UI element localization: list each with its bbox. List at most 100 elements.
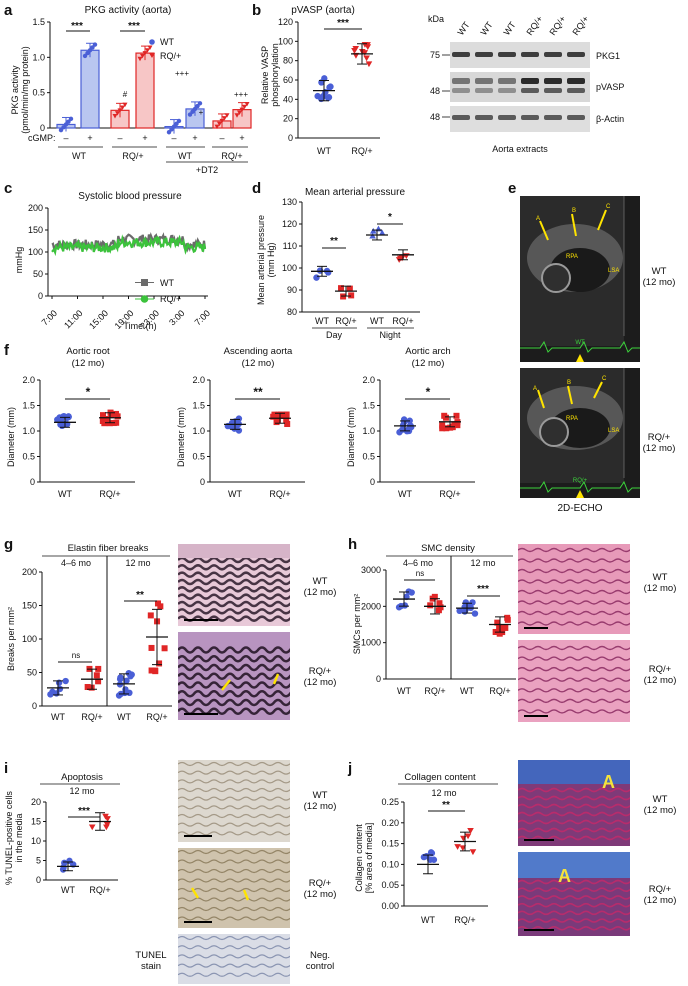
chart-h-title: SMC density — [421, 543, 475, 554]
blot-row-pvasp: pVASP — [596, 82, 624, 92]
a-point — [166, 130, 172, 135]
hist-i-rq-fiber — [178, 849, 290, 855]
chart-d-ylabel-1: Mean arterial pressure — [256, 215, 266, 305]
histology-i-wt — [178, 760, 290, 842]
f0-ytick-label-3: 1.5 — [22, 401, 35, 411]
chart-f-ascending-aorta: Ascending aorta (12 mo) Diameter (mm) 0 0… — [176, 346, 305, 499]
c-xtick-label-1: 11:00 — [62, 308, 85, 331]
chart-g-age-2: 12 mo — [125, 558, 150, 568]
chart-g-title: Elastin fiber breaks — [68, 543, 149, 554]
chart-a-group-wt-dt2: WT — [178, 151, 192, 161]
chart-i: Apoptosis 12 mo % TUNEL-positive cells i… — [4, 772, 120, 895]
g-ytick-label-2: 100 — [22, 634, 37, 644]
chart-h-sig-ns: ns — [416, 569, 424, 578]
hist-i-rq-arrow-2 — [242, 889, 250, 901]
c-xtick-label-0: 7:00 — [40, 308, 59, 327]
c-ytick-label-2: 100 — [28, 247, 43, 257]
blot-band-actin-5 — [567, 115, 585, 120]
chart-b-ylabel-1: Relative VASP — [260, 46, 270, 104]
i-ytick-label-3: 15 — [31, 817, 41, 827]
i-wt-point — [59, 866, 67, 873]
h-grp-3-point — [494, 619, 501, 626]
hist-h-rq-fiber — [518, 698, 630, 704]
chart-i-title: Apoptosis — [61, 772, 103, 783]
chart-h-sig-12mo: *** — [477, 584, 489, 595]
chart-f0-title-2: (12 mo) — [72, 358, 105, 369]
chart-f2-group-rq: RQ/+ — [439, 489, 460, 499]
a-point — [190, 109, 195, 114]
chart-i-sig: *** — [78, 806, 90, 817]
a-cgmp-sign-6: – — [219, 133, 224, 143]
panel-label-e: e — [508, 180, 517, 197]
echo-rq-label-c: C — [602, 376, 607, 382]
chart-f2-sig: * — [426, 385, 431, 399]
b-ytick-label-6: 120 — [278, 17, 293, 27]
chart-a-legend-wt: WT — [160, 37, 174, 47]
panel-label-b: b — [252, 2, 262, 19]
hist-h-wt-label-1: WT — [652, 572, 668, 583]
hist-j-wt-fiber — [518, 795, 630, 801]
hist-g-wt-fiber — [178, 586, 290, 593]
chart-g-age-1: 4–6 mo — [61, 558, 91, 568]
a-point — [85, 50, 90, 56]
h-grp-1-point — [436, 600, 443, 607]
a-cgmp-sign-2: – — [117, 133, 122, 143]
a-point — [66, 119, 71, 124]
a-point — [145, 48, 150, 53]
chart-a-title: PKG activity (aorta) — [85, 5, 172, 16]
f0-rq-point — [101, 420, 108, 427]
hist-g-rq-fiber — [178, 672, 290, 681]
hist-i-neg-fiber — [178, 963, 290, 968]
chart-a-legend-rq: RQ/+ — [160, 51, 181, 61]
chart-d-period-day: Day — [326, 330, 343, 340]
hist-g-wt-label-1: WT — [312, 576, 328, 587]
b-rq-point — [365, 61, 373, 68]
histology-h-rq — [518, 640, 630, 722]
hist-j-wt-fiber — [518, 827, 630, 833]
chart-a-sig-dt2-rq-minus: + — [199, 108, 204, 117]
hist-h-wt-fiber — [518, 589, 630, 595]
hist-g-rq-fiber — [178, 654, 290, 663]
f2-ytick-label-0: 0 — [370, 477, 375, 487]
hist-h-wt-fiber — [518, 621, 630, 626]
chart-f0-sig: * — [86, 385, 91, 399]
hist-i-wt-fiber — [178, 761, 290, 767]
chart-a-ylabel-1: PKG activity — [10, 65, 20, 115]
chart-f2-ylabel: Diameter (mm) — [346, 407, 356, 467]
b-rq-point — [363, 55, 370, 62]
blot-band-pkg1-1 — [475, 52, 493, 57]
hist-g-rq-fiber — [178, 698, 290, 707]
chart-c-xlabel: Time (h) — [123, 321, 156, 331]
h-ytick-label-2: 2000 — [361, 601, 381, 611]
hist-j-rq-a-label: A — [558, 866, 571, 886]
j-rq-point — [467, 828, 474, 834]
blot-lane-5: RQ/+ — [547, 14, 567, 37]
j-rq-point — [460, 835, 467, 842]
hist-i-wt-fiber — [178, 831, 290, 836]
chart-h-ylabel: SMCs per mm² — [352, 594, 362, 655]
chart-a-sig-1: *** — [71, 21, 83, 32]
chart-d-group-2: RQ/+ — [335, 316, 356, 326]
blot-marker-75: 75 — [430, 50, 440, 60]
hist-g-rq-arrow-2 — [272, 673, 280, 685]
hist-g-wt-fiber — [178, 600, 290, 608]
chart-f1-title-2: (12 mo) — [242, 358, 275, 369]
hist-g-rq-label-1: RQ/+ — [308, 666, 332, 677]
a-bar-3 — [135, 52, 155, 129]
g-grp-3-point — [161, 645, 168, 652]
chart-f2-group-wt: WT — [398, 489, 412, 499]
hist-g-wt-label-2: (12 mo) — [303, 587, 337, 598]
d-grp-0-point — [313, 274, 320, 281]
panel-label-j: j — [348, 760, 353, 777]
a-point — [234, 113, 240, 118]
d-ytick-label-0: 80 — [287, 307, 297, 317]
chart-f0-group-wt: WT — [58, 489, 72, 499]
chart-f1-title-1: Ascending aorta — [224, 346, 293, 357]
c-ytick-label-0: 0 — [38, 291, 43, 301]
hist-g-wt-fiber — [178, 564, 290, 571]
b-ytick-label-0: 0 — [288, 133, 293, 143]
blot-lane-2: WT — [478, 20, 495, 38]
chart-i-ylabel-1: % TUNEL-positive cells — [4, 791, 14, 885]
a-point — [237, 110, 242, 115]
hist-i-wt-fiber — [178, 779, 290, 784]
